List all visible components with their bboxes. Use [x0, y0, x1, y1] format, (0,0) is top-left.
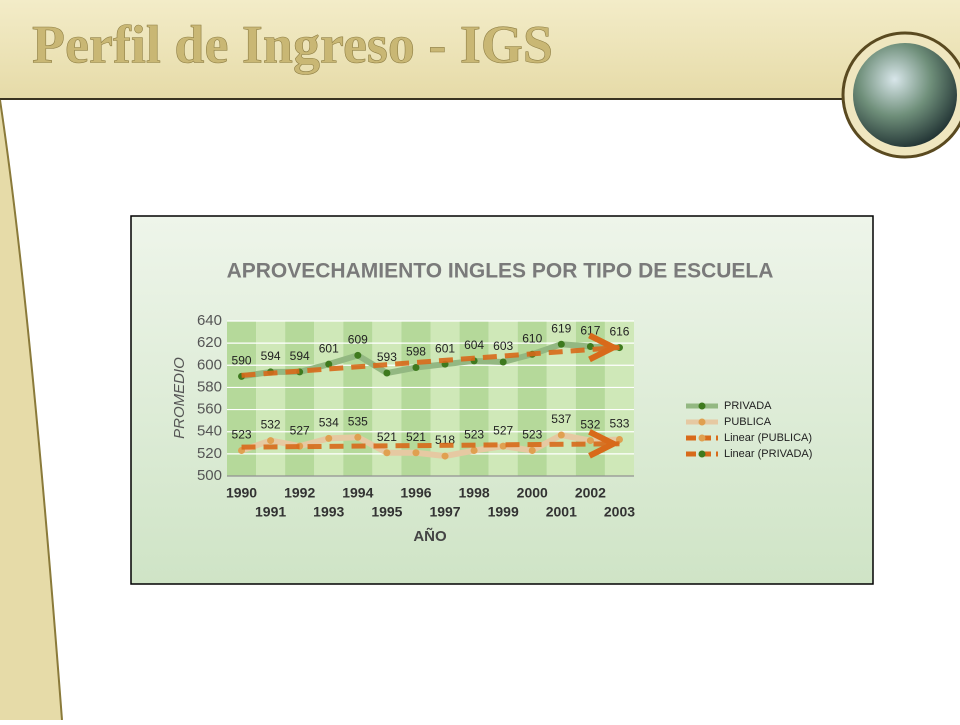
trendline [241, 344, 620, 378]
data-label: 601 [319, 341, 339, 355]
data-label: 598 [406, 345, 426, 359]
data-label: 594 [290, 349, 310, 363]
plot-stripe [314, 321, 344, 476]
data-point [586, 342, 594, 350]
series-line [240, 432, 620, 460]
data-label: 527 [290, 423, 310, 437]
data-point [586, 437, 594, 445]
data-label: 619 [551, 321, 571, 335]
legend-label: PUBLICA [724, 416, 772, 428]
y-tick-label: 640 [197, 312, 222, 329]
legend-dot [698, 418, 706, 426]
data-point [354, 351, 362, 359]
data-label: 521 [377, 430, 397, 444]
data-label: 537 [551, 412, 571, 426]
y-tick-label: 520 [197, 445, 222, 462]
data-label: 532 [261, 418, 281, 432]
x-tick-label: 1990 [226, 485, 257, 501]
data-point [383, 449, 391, 457]
data-label: 532 [580, 418, 600, 432]
left-curve [0, 100, 62, 720]
trendline [241, 441, 620, 450]
data-point [499, 442, 507, 450]
x-tick-label: 1991 [255, 504, 286, 520]
x-tick-label: 2001 [546, 504, 577, 520]
data-point [470, 447, 478, 455]
data-label: 601 [435, 341, 455, 355]
x-tick-label: 2003 [604, 504, 635, 520]
data-label: 523 [522, 428, 542, 442]
x-tick-label: 1993 [313, 504, 344, 520]
data-point [557, 431, 565, 439]
y-tick-label: 540 [197, 423, 222, 440]
data-point [325, 360, 333, 368]
data-point [557, 340, 565, 348]
data-label: 534 [319, 416, 339, 430]
x-tick-label: 1997 [429, 504, 460, 520]
data-label: 590 [232, 354, 252, 368]
data-label: 603 [493, 339, 513, 353]
data-label: 533 [609, 417, 629, 431]
data-label: 617 [580, 324, 600, 338]
x-tick-label: 1999 [488, 504, 519, 520]
trend-arrow [588, 332, 621, 363]
data-point [383, 369, 391, 377]
y-tick-label: 500 [197, 467, 222, 484]
x-tick-label: 1992 [284, 485, 315, 501]
x-tick-label: 2000 [517, 485, 548, 501]
data-label: 527 [493, 423, 513, 437]
legend-dot [698, 434, 706, 442]
plot-stripe [285, 321, 315, 476]
plot-stripe [430, 321, 460, 476]
data-label: 593 [377, 350, 397, 364]
data-label: 609 [348, 332, 368, 346]
x-tick-label: 1994 [342, 485, 373, 501]
data-label: 535 [348, 414, 368, 428]
legend-label: Linear (PRIVADA) [724, 448, 812, 460]
data-label: 523 [464, 428, 484, 442]
y-tick-label: 620 [197, 334, 222, 351]
x-axis-title: AÑO [413, 527, 447, 545]
legend-label: Linear (PUBLICA) [724, 432, 812, 444]
y-axis-title: PROMEDIO [171, 357, 188, 439]
x-tick-label: 1995 [371, 504, 402, 520]
x-tick-label: 1996 [400, 485, 431, 501]
data-label: 616 [609, 325, 629, 339]
data-label: 610 [522, 331, 542, 345]
plot-stripe [343, 321, 373, 476]
data-point [267, 437, 275, 445]
data-label: 594 [261, 349, 281, 363]
data-point [499, 358, 507, 366]
data-label: 523 [232, 428, 252, 442]
x-tick-label: 2002 [575, 485, 606, 501]
chart-title: APROVECHAMIENTO INGLES POR TIPO DE ESCUE… [227, 260, 774, 283]
header-band [0, 0, 960, 98]
data-point [441, 452, 449, 460]
left-curve-line [0, 99, 63, 721]
legend-dot [698, 402, 706, 410]
globe [853, 43, 957, 147]
legend-label: PRIVADA [724, 400, 772, 412]
data-point [354, 433, 362, 441]
data-point [412, 364, 420, 371]
legend-dot [698, 450, 706, 458]
y-tick-label: 560 [197, 401, 222, 418]
trend-arrow [588, 429, 621, 459]
data-point [615, 435, 623, 443]
data-point [412, 449, 420, 457]
y-tick-label: 600 [197, 356, 222, 373]
x-tick-label: 1998 [459, 485, 490, 501]
data-label: 521 [406, 430, 426, 444]
slide-title: Perfil de Ingreso - IGS [32, 14, 553, 74]
y-tick-label: 580 [197, 378, 222, 395]
data-point [528, 447, 536, 455]
data-point [325, 434, 333, 442]
data-label: 604 [464, 338, 484, 352]
plot-stripe [256, 321, 286, 476]
series-line [241, 341, 620, 380]
